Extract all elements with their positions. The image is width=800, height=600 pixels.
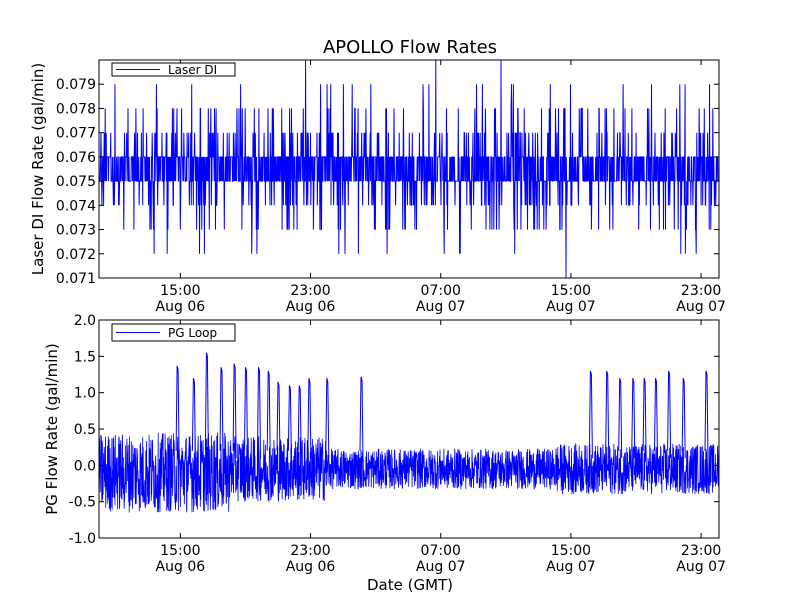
pg-loop-spike <box>618 377 623 459</box>
pg-loop-legend: PG Loop <box>111 323 236 342</box>
pg-loop-x-tick-time: 23:00 <box>290 543 330 559</box>
laser-di-y-axis-label: Laser DI Flow Rate (gal/min) <box>29 63 47 275</box>
pg-loop-spike <box>359 376 364 459</box>
laser-di-x-tick-date: Aug 07 <box>676 299 726 315</box>
pg-loop-x-tick-date: Aug 07 <box>416 559 466 575</box>
pg-loop-spike <box>266 370 271 459</box>
pg-loop-spike <box>631 377 636 459</box>
laser-di-series <box>99 60 719 278</box>
pg-loop-spike <box>287 385 292 459</box>
laser-di-y-tick-label: 0.075 <box>56 174 96 190</box>
pg-loop-x-tick-time: 15:00 <box>160 543 200 559</box>
pg-loop-y-tick-label: 1.0 <box>74 386 96 402</box>
pg-loop-spike <box>325 377 330 459</box>
laser-di-x-tick-time: 23:00 <box>681 283 721 299</box>
pg-loop-spike <box>642 377 647 459</box>
pg-loop-y-axis-label: PG Flow Rate (gal/min) <box>43 343 61 515</box>
laser-di-y-tick-label: 0.076 <box>56 150 96 166</box>
pg-loop-spike <box>681 377 686 459</box>
laser-di-y-tick-label: 0.071 <box>56 271 96 287</box>
laser-di-x-tick-date: Aug 06 <box>156 299 206 315</box>
pg-loop-spike <box>175 365 180 459</box>
pg-loop-y-tick-label: 0.0 <box>74 458 96 474</box>
pg-loop-x-tick-time: 23:00 <box>681 543 721 559</box>
laser-di-legend-box <box>111 62 236 77</box>
pg-loop-spike <box>257 367 261 459</box>
pg-loop-x-tick-date: Aug 07 <box>546 559 596 575</box>
pg-loop-x-tick-time: 15:00 <box>551 543 591 559</box>
pg-loop-y-tick-label: 0.5 <box>74 422 96 438</box>
laser-di-y-tick-label: 0.072 <box>56 247 96 263</box>
laser-di-x-tick-date: Aug 07 <box>416 299 466 315</box>
laser-di-legend-label: Laser DI <box>168 63 217 77</box>
laser-di-y-tick-label: 0.079 <box>56 77 96 93</box>
pg-loop-spike <box>219 367 224 459</box>
laser-di-y-tick-label: 0.073 <box>56 223 96 239</box>
laser-di-x-tick-date: Aug 07 <box>546 299 596 315</box>
pg-loop-spike <box>307 377 312 459</box>
pg-loop-y-tick-label: -0.5 <box>69 495 96 511</box>
pg-loop-y-tick-label: -1.0 <box>69 531 96 547</box>
pg-loop-spike <box>276 381 281 459</box>
pg-loop-y-ticks: -1.0 -0.5 0.0 0.5 1.0 1.5 2.0 <box>69 313 719 547</box>
pg-loop-x-tick-date: Aug 06 <box>156 559 206 575</box>
laser-di-x-tick-time: 15:00 <box>551 283 591 299</box>
laser-di-legend: Laser DI <box>111 62 236 77</box>
pg-loop-spike <box>191 377 196 459</box>
pg-loop-x-tick-date: Aug 07 <box>676 559 726 575</box>
pg-loop-legend-box <box>111 323 236 342</box>
laser-di-x-tick-time: 23:00 <box>290 283 330 299</box>
laser-di-y-ticks: 0.071 0.072 0.073 0.074 0.075 0.076 0.077 0.078… <box>56 77 719 287</box>
laser-di-x-tick-time: 15:00 <box>160 283 200 299</box>
pg-loop-spike <box>704 370 709 459</box>
pg-loop-spike <box>605 370 610 459</box>
chart-title: APOLLO Flow Rates <box>323 37 497 58</box>
laser-di-y-tick-label: 0.078 <box>56 101 96 117</box>
laser-di-y-tick-label: 0.074 <box>56 198 96 214</box>
pg-loop-spike <box>232 363 237 459</box>
pg-loop-spike <box>654 377 658 459</box>
pg-loop-line <box>99 432 719 513</box>
laser-di-y-tick-label: 0.077 <box>56 126 96 142</box>
pg-loop-plot-frame <box>98 319 720 539</box>
pg-loop-x-tick-time: 07:00 <box>421 543 461 559</box>
pg-loop-spike <box>244 367 248 459</box>
pg-loop-legend-label: PG Loop <box>168 326 217 340</box>
laser-di-x-tick-date: Aug 06 <box>286 299 336 315</box>
pg-loop-y-tick-label: 1.5 <box>74 349 96 365</box>
laser-di-plot-frame <box>98 59 720 279</box>
laser-di-x-tick-time: 07:00 <box>421 283 461 299</box>
pg-loop-y-tick-label: 2.0 <box>74 313 96 329</box>
laser-di-panel: APOLLO Flow Rates 0.0710.0720.0730.0740.… <box>29 37 726 315</box>
pg-loop-spike <box>297 385 302 459</box>
pg-loop-spike <box>204 352 209 459</box>
pg-loop-series <box>99 352 719 513</box>
pg-loop-spike <box>588 370 593 459</box>
pg-loop-spike <box>667 370 672 459</box>
pg-loop-x-tick-date: Aug 06 <box>286 559 336 575</box>
laser-di-line <box>99 60 719 278</box>
pg-loop-x-axis-label: Date (GMT) <box>367 576 453 594</box>
